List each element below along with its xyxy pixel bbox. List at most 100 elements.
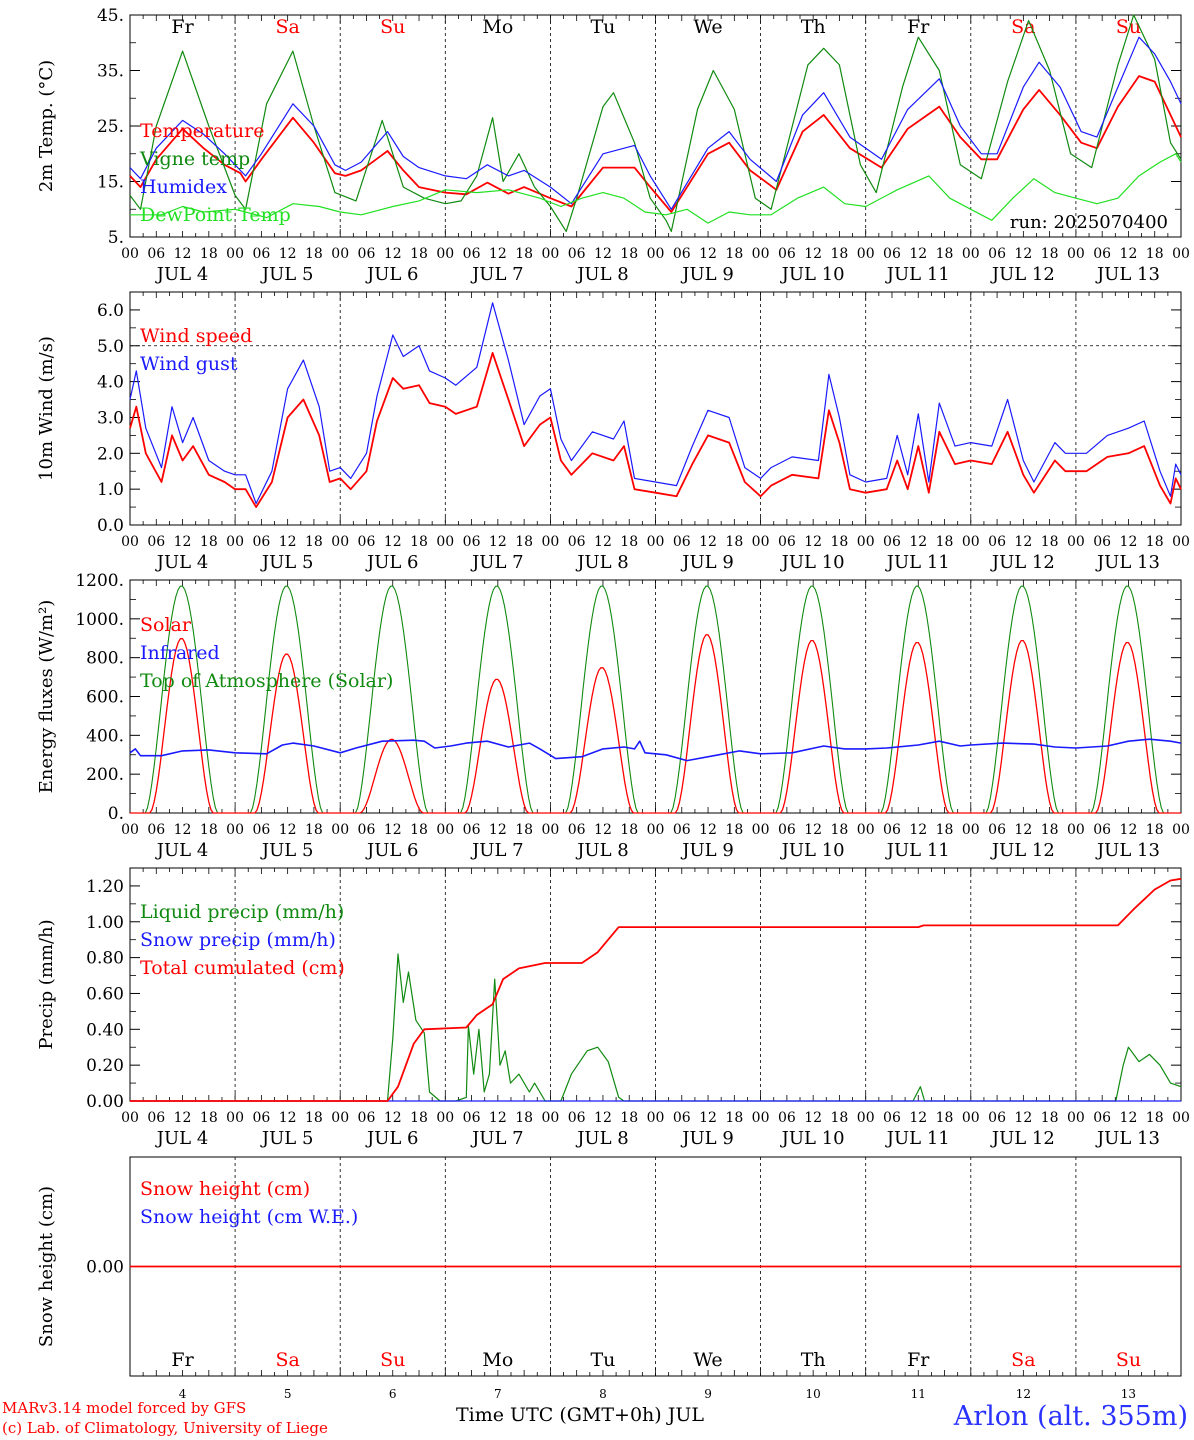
hour-tick-label: 00 xyxy=(647,822,665,838)
hour-tick-label: 00 xyxy=(226,246,244,262)
hour-tick-label: 18 xyxy=(305,822,323,838)
day-name-label: Sa xyxy=(1011,1349,1035,1371)
y-tick-label: 200. xyxy=(86,765,124,785)
hour-tick-label: 00 xyxy=(1172,534,1190,550)
hour-tick-label: 12 xyxy=(1014,822,1032,838)
y-tick-label: 0.00 xyxy=(86,1092,124,1112)
hour-tick-label: 18 xyxy=(200,534,218,550)
day-name-label: Th xyxy=(801,1349,826,1371)
date-label: JUL 13 xyxy=(1095,264,1160,285)
hour-tick-label: 06 xyxy=(778,534,796,550)
legend-entry: Wind gust xyxy=(140,353,238,375)
hour-tick-label: 00 xyxy=(962,1110,980,1126)
hour-tick-label: 00 xyxy=(541,246,559,262)
day-name-label: Th xyxy=(801,16,826,38)
hour-tick-label: 06 xyxy=(252,822,270,838)
hour-tick-label: 18 xyxy=(1041,1110,1059,1126)
date-label: JUL 6 xyxy=(365,264,419,285)
hour-tick-label: 00 xyxy=(1067,822,1085,838)
day-name-label: Sa xyxy=(275,16,299,38)
series-line-wind-gust xyxy=(129,302,1182,505)
legend-entry: Top of Atmosphere (Solar) xyxy=(140,670,393,692)
hour-tick-label: 06 xyxy=(883,534,901,550)
y-tick-label: 0.0 xyxy=(97,516,124,536)
hour-tick-label: 00 xyxy=(226,534,244,550)
y-axis-label: 10m Wind (m/s) xyxy=(36,336,57,481)
hour-tick-label: 06 xyxy=(252,1110,270,1126)
hour-tick-label: 18 xyxy=(410,1110,428,1126)
series-line-solar xyxy=(130,634,1181,814)
day-name-label: Su xyxy=(1116,16,1141,38)
panel-5-snow-height-cm: 0.00 Snow height (cm) Fr Sa Su Mo Tu We Th Fr Sa Su… xyxy=(36,1156,1182,1401)
hour-tick-label: 00 xyxy=(541,1110,559,1126)
y-tick-label: 0.80 xyxy=(86,949,124,969)
hour-tick-label: 18 xyxy=(200,246,218,262)
day-number-label: 6 xyxy=(389,1387,397,1401)
hour-tick-label: 18 xyxy=(831,822,849,838)
date-label: JUL 7 xyxy=(470,1128,524,1149)
hour-tick-label: 18 xyxy=(1146,246,1164,262)
hour-tick-label: 06 xyxy=(1093,534,1111,550)
hour-tick-label: 06 xyxy=(568,822,586,838)
hour-tick-label: 18 xyxy=(831,534,849,550)
hour-tick-label: 12 xyxy=(279,822,297,838)
hour-tick-label: 18 xyxy=(515,534,533,550)
date-label: JUL 6 xyxy=(365,1128,419,1149)
hour-tick-label: 06 xyxy=(568,246,586,262)
hour-tick-label: 00 xyxy=(226,1110,244,1126)
hour-tick-label: 12 xyxy=(594,246,612,262)
hour-tick-label: 18 xyxy=(725,822,743,838)
legend-entry: Infrared xyxy=(140,642,220,664)
hour-tick-label: 18 xyxy=(620,534,638,550)
y-tick-label: 25. xyxy=(97,117,124,137)
hour-tick-label: 12 xyxy=(909,822,927,838)
day-name-label: Mo xyxy=(482,1349,513,1371)
y-axis-label: Snow height (cm) xyxy=(36,1186,57,1347)
hour-tick-label: 12 xyxy=(279,1110,297,1126)
panel-1-2m-temp-c: 5. 15. 25. 35. 45. 2m Temp. (°C) Fr Sa Su Mo Tu We T… xyxy=(36,6,1190,285)
hour-tick-label: 12 xyxy=(699,822,717,838)
station-name: Arlon (alt. 355m) xyxy=(953,1401,1188,1432)
hour-tick-label: 06 xyxy=(147,1110,165,1126)
day-name-label: Mo xyxy=(482,16,513,38)
date-label: JUL 8 xyxy=(575,1128,629,1149)
hour-tick-label: 12 xyxy=(804,1110,822,1126)
x-axis-title: Time UTC (GMT+0h) JUL xyxy=(456,1404,704,1426)
hour-tick-label: 18 xyxy=(1146,822,1164,838)
hour-tick-label: 18 xyxy=(515,822,533,838)
date-label: JUL 5 xyxy=(260,264,314,285)
y-tick-label: 0.00 xyxy=(86,1258,124,1278)
hour-tick-label: 12 xyxy=(804,534,822,550)
hour-tick-label: 12 xyxy=(909,1110,927,1126)
hour-tick-label: 00 xyxy=(331,822,349,838)
hour-tick-label: 12 xyxy=(384,822,402,838)
lab-credit: (c) Lab. of Climatology, University of L… xyxy=(2,1419,328,1437)
hour-tick-label: 18 xyxy=(936,822,954,838)
hour-tick-label: 06 xyxy=(778,1110,796,1126)
series-group xyxy=(129,14,1182,232)
hour-tick-label: 12 xyxy=(489,822,507,838)
hour-tick-label: 00 xyxy=(752,534,770,550)
hour-tick-label: 12 xyxy=(174,534,192,550)
hour-tick-label: 00 xyxy=(752,822,770,838)
hour-tick-label: 12 xyxy=(804,822,822,838)
hour-tick-label: 18 xyxy=(1041,534,1059,550)
y-tick-label: 5. xyxy=(108,228,124,248)
date-label: JUL 4 xyxy=(155,1128,209,1149)
y-tick-label: 1200. xyxy=(75,571,124,591)
hour-tick-label: 18 xyxy=(831,1110,849,1126)
hour-tick-label: 00 xyxy=(962,246,980,262)
date-label: JUL 5 xyxy=(260,552,314,573)
hour-tick-label: 00 xyxy=(436,822,454,838)
date-label: JUL 11 xyxy=(885,840,950,861)
hour-tick-label: 12 xyxy=(174,1110,192,1126)
hour-tick-label: 06 xyxy=(1093,246,1111,262)
hour-tick-label: 12 xyxy=(1120,246,1138,262)
hour-tick-label: 00 xyxy=(752,246,770,262)
date-label: JUL 8 xyxy=(575,552,629,573)
y-tick-label: 6.0 xyxy=(97,301,124,321)
y-tick-label: 0.40 xyxy=(86,1020,124,1040)
day-number-label: 4 xyxy=(179,1387,187,1401)
legend-entry: Snow height (cm) xyxy=(140,1178,310,1200)
hour-tick-label: 12 xyxy=(594,1110,612,1126)
